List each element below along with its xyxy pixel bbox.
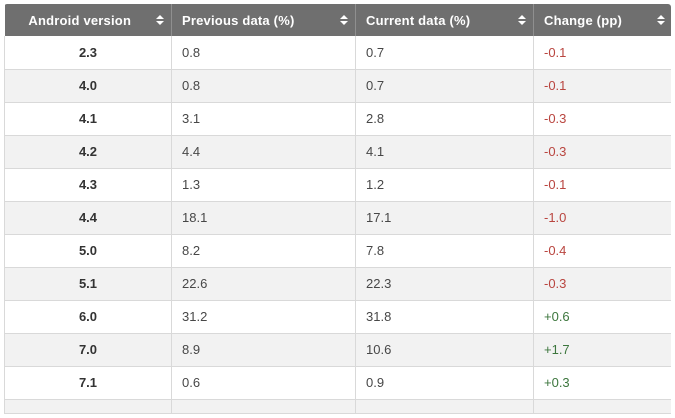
empty-cell (533, 399, 671, 413)
version-cell: 4.1 (4, 102, 172, 136)
change-cell: -0.3 (533, 267, 671, 301)
version-cell: 4.3 (4, 168, 172, 202)
table-row: 7.1 0.6 0.9 +0.3 (4, 366, 671, 400)
sort-desc-arrow (518, 21, 526, 25)
sort-desc-arrow (156, 21, 164, 25)
table-row: 7.0 8.9 10.6 +1.7 (4, 333, 671, 367)
current-cell: 4.1 (355, 135, 534, 169)
column-header-previous-data[interactable]: Previous data (%) (171, 4, 356, 36)
sort-icon (518, 15, 526, 25)
change-cell: -0.1 (533, 36, 671, 70)
sort-asc-arrow (656, 15, 665, 19)
previous-cell: 4.4 (171, 135, 356, 169)
sort-desc-arrow (340, 21, 348, 25)
current-cell: 0.7 (355, 69, 534, 103)
current-cell: 22.3 (355, 267, 534, 301)
previous-cell: 8.2 (171, 234, 356, 268)
current-cell: 2.8 (355, 102, 534, 136)
android-version-table: Android version Previous data (%) Curren… (4, 4, 671, 418)
sort-icon (340, 15, 348, 25)
change-cell: -0.3 (533, 102, 671, 136)
version-cell: 7.0 (4, 333, 172, 367)
sort-icon (656, 15, 665, 25)
previous-cell: 3.1 (171, 102, 356, 136)
table-header: Android version Previous data (%) Curren… (4, 4, 671, 36)
previous-cell: 8.9 (171, 333, 356, 367)
column-label: Change (pp) (544, 12, 623, 28)
version-cell: 7.1 (4, 366, 172, 400)
column-label: Android version (28, 12, 132, 28)
current-cell: 31.8 (355, 300, 534, 334)
current-cell: 17.1 (355, 201, 534, 235)
previous-cell: 0.8 (171, 69, 356, 103)
column-header-android-version[interactable]: Android version (4, 4, 172, 36)
previous-cell: 0.6 (171, 366, 356, 400)
version-cell: 6.0 (4, 300, 172, 334)
table-row: 5.0 8.2 7.8 -0.4 (4, 234, 671, 268)
empty-cell (171, 399, 356, 413)
table-row: 6.0 31.2 31.8 +0.6 (4, 300, 671, 334)
current-cell: 1.2 (355, 168, 534, 202)
previous-cell: 22.6 (171, 267, 356, 301)
empty-cell (4, 399, 172, 413)
change-cell: +0.3 (533, 366, 671, 400)
sort-asc-arrow (518, 15, 526, 19)
change-cell: -0.1 (533, 168, 671, 202)
table-row-partial (4, 399, 671, 413)
previous-cell: 0.8 (171, 36, 356, 70)
previous-cell: 1.3 (171, 168, 356, 202)
previous-cell: 31.2 (171, 300, 356, 334)
table-row: 2.3 0.8 0.7 -0.1 (4, 36, 671, 70)
version-cell: 4.4 (4, 201, 172, 235)
change-cell: -1.0 (533, 201, 671, 235)
table-row: 4.1 3.1 2.8 -0.3 (4, 102, 671, 136)
table-row: 4.4 18.1 17.1 -1.0 (4, 201, 671, 235)
previous-cell: 18.1 (171, 201, 356, 235)
empty-cell (355, 399, 534, 413)
change-cell: -0.4 (533, 234, 671, 268)
table-row: 4.3 1.3 1.2 -0.1 (4, 168, 671, 202)
current-cell: 0.9 (355, 366, 534, 400)
header-row: Android version Previous data (%) Curren… (4, 4, 671, 36)
sort-desc-arrow (656, 21, 665, 25)
table-row: 5.1 22.6 22.3 -0.3 (4, 267, 671, 301)
column-header-change[interactable]: Change (pp) (533, 4, 671, 36)
column-label: Previous data (%) (182, 12, 295, 28)
version-cell: 4.2 (4, 135, 172, 169)
sort-asc-arrow (340, 15, 348, 19)
table-row: 4.2 4.4 4.1 -0.3 (4, 135, 671, 169)
current-cell: 7.8 (355, 234, 534, 268)
sort-asc-arrow (156, 15, 164, 19)
change-cell: +0.6 (533, 300, 671, 334)
change-cell: -0.3 (533, 135, 671, 169)
sort-icon (156, 15, 164, 25)
version-cell: 5.0 (4, 234, 172, 268)
version-cell: 4.0 (4, 69, 172, 103)
version-cell: 5.1 (4, 267, 172, 301)
change-cell: +1.7 (533, 333, 671, 367)
data-table: Android version Previous data (%) Curren… (4, 4, 671, 414)
version-cell: 2.3 (4, 36, 172, 70)
table-body: 2.3 0.8 0.7 -0.1 4.0 0.8 0.7 -0.1 4.1 3.1 2.8 -0.3 4… (4, 36, 671, 413)
current-cell: 0.7 (355, 36, 534, 70)
column-header-current-data[interactable]: Current data (%) (355, 4, 534, 36)
change-cell: -0.1 (533, 69, 671, 103)
current-cell: 10.6 (355, 333, 534, 367)
column-label: Current data (%) (366, 12, 471, 28)
table-row: 4.0 0.8 0.7 -0.1 (4, 69, 671, 103)
